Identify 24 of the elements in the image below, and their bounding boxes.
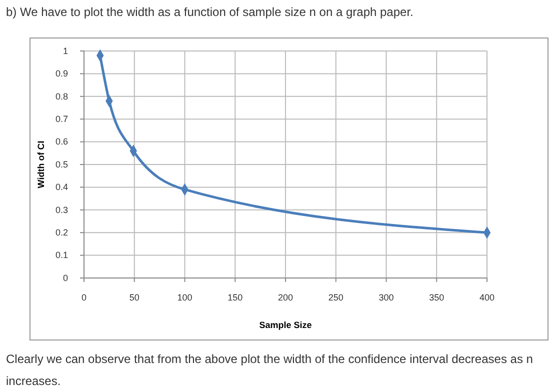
x-tick-label: 250 (328, 292, 344, 302)
x-tick-label: 150 (228, 292, 243, 302)
text: Clearly we can observe that from the above plot the width of the confidence interval decreases as n increases. (6, 351, 534, 390)
y-tick-label: 1 (62, 46, 68, 56)
y-tick-label: 0.7 (55, 114, 68, 124)
x-tick-label: 200 (278, 292, 294, 302)
y-tick-label: 0.5 (55, 159, 68, 170)
x-tick-label: 350 (429, 292, 444, 302)
y-tick-label: 0.2 (55, 227, 68, 238)
x-tick-label: 300 (378, 292, 394, 302)
x-tick-label: 50 (129, 292, 140, 302)
y-tick-label: 0 (62, 272, 68, 283)
x-tick-label: 100 (177, 292, 192, 302)
y-tick-label: 0.3 (55, 204, 68, 215)
x-tick-label: 400 (479, 292, 495, 302)
chart-title: b) We have to plot the width as a function of sample size n on a graph paper. (6, 5, 414, 19)
x-axis-title: Sample Size (259, 320, 312, 330)
y-tick-label: 0.8 (55, 91, 68, 102)
y-tick-label: 0.6 (55, 136, 68, 147)
y-tick-label: 0.9 (55, 68, 68, 79)
y-axis-title: Width of CI (36, 140, 46, 188)
x-tick-label: 0 (81, 292, 87, 302)
y-tick-label: 0.4 (55, 182, 68, 192)
y-tick-label: 0.1 (55, 250, 68, 260)
